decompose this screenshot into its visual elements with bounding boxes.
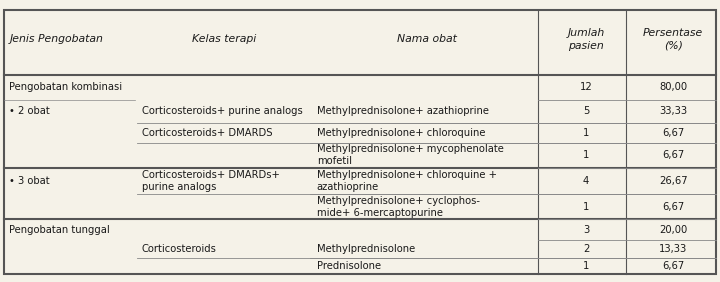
Text: Corticosteroids+ DMARDs+
purine analogs: Corticosteroids+ DMARDs+ purine analogs	[142, 170, 279, 192]
Text: Prednisolone: Prednisolone	[317, 261, 381, 271]
Text: Methylprednisolone+ cyclophos-
mide+ 6-mercaptopurine: Methylprednisolone+ cyclophos- mide+ 6-m…	[317, 195, 480, 218]
Text: 3: 3	[583, 224, 589, 235]
Text: Kelas terapi: Kelas terapi	[192, 34, 256, 45]
Text: Corticosteroids+ purine analogs: Corticosteroids+ purine analogs	[142, 106, 302, 116]
Text: Methylprednisolone+ chloroquine: Methylprednisolone+ chloroquine	[317, 128, 485, 138]
Text: Corticosteroids+ DMARDS: Corticosteroids+ DMARDS	[142, 128, 272, 138]
Text: 4: 4	[583, 176, 589, 186]
Text: 1: 1	[583, 150, 589, 160]
Text: Methylprednisolone+ azathioprine: Methylprednisolone+ azathioprine	[317, 106, 489, 116]
Text: 13,33: 13,33	[659, 244, 688, 254]
Text: 6,67: 6,67	[662, 261, 684, 271]
Text: Persentase
(%): Persentase (%)	[643, 28, 703, 51]
Text: 1: 1	[583, 261, 589, 271]
Text: Methylprednisolone+ chloroquine +
azathioprine: Methylprednisolone+ chloroquine + azathi…	[317, 170, 497, 192]
Text: Pengobatan kombinasi: Pengobatan kombinasi	[9, 82, 122, 92]
Text: 6,67: 6,67	[662, 150, 684, 160]
Text: 6,67: 6,67	[662, 202, 684, 212]
Text: 1: 1	[583, 128, 589, 138]
Text: Corticosteroids: Corticosteroids	[142, 244, 217, 254]
Text: Jenis Pengobatan: Jenis Pengobatan	[9, 34, 103, 45]
Text: 2: 2	[583, 244, 589, 254]
Text: 12: 12	[580, 82, 593, 92]
Text: Methylprednisolone+ mycophenolate
mofetil: Methylprednisolone+ mycophenolate mofeti…	[317, 144, 504, 166]
Text: • 2 obat: • 2 obat	[9, 106, 50, 116]
Text: 33,33: 33,33	[659, 106, 688, 116]
Text: 80,00: 80,00	[659, 82, 688, 92]
Text: 20,00: 20,00	[659, 224, 688, 235]
Text: Methylprednisolone: Methylprednisolone	[317, 244, 415, 254]
Text: 1: 1	[583, 202, 589, 212]
Text: 5: 5	[583, 106, 589, 116]
Text: 6,67: 6,67	[662, 128, 684, 138]
Text: • 3 obat: • 3 obat	[9, 176, 50, 186]
Text: Pengobatan tunggal: Pengobatan tunggal	[9, 224, 110, 235]
Text: Nama obat: Nama obat	[397, 34, 456, 45]
Text: 26,67: 26,67	[659, 176, 688, 186]
Text: Jumlah
pasien: Jumlah pasien	[567, 28, 605, 51]
